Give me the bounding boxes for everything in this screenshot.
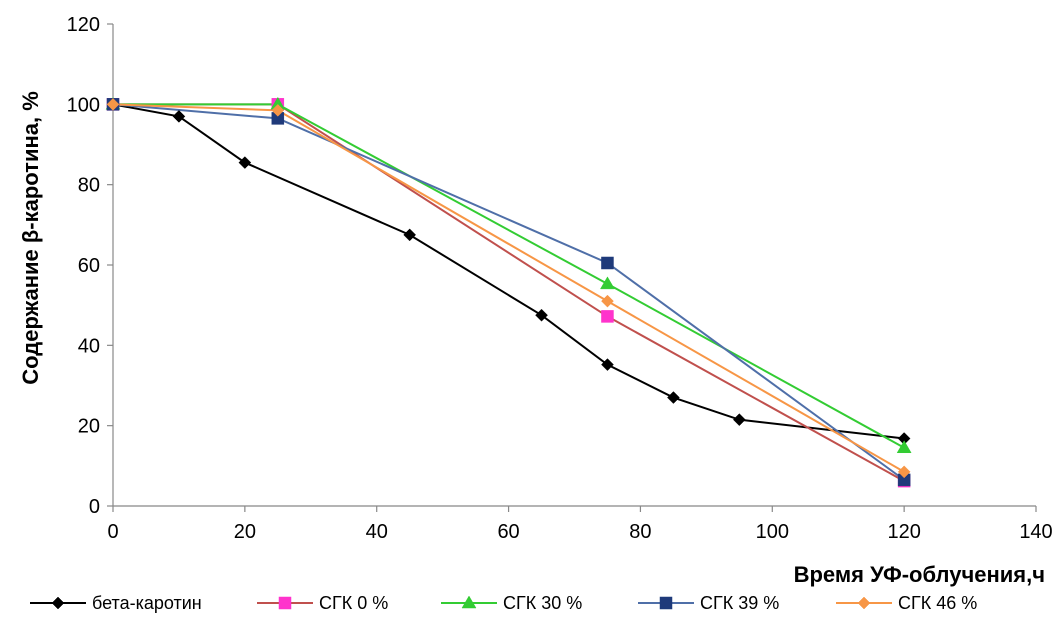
y-tick-label: 20 xyxy=(78,416,100,438)
y-axis-title: Содержание β-каротина, % xyxy=(18,91,43,385)
data-point xyxy=(403,228,417,242)
legend-marker xyxy=(278,596,292,610)
data-point xyxy=(896,440,912,454)
series-line xyxy=(112,103,905,473)
data-point xyxy=(897,465,911,479)
data-point xyxy=(238,156,252,169)
data-point xyxy=(172,110,186,123)
y-tick-label: 120 xyxy=(67,14,100,36)
x-tick-label: 100 xyxy=(756,521,789,543)
y-tick-label: 40 xyxy=(78,335,100,357)
x-tick-label: 20 xyxy=(234,521,256,543)
y-tick-label: 80 xyxy=(78,175,100,197)
y-tick-label: 0 xyxy=(89,496,100,518)
legend-label: СГК 46 % xyxy=(898,593,977,613)
data-point xyxy=(600,276,615,290)
x-tick-label: 60 xyxy=(497,521,519,543)
data-point xyxy=(535,308,548,322)
data-point xyxy=(106,97,120,111)
data-point xyxy=(271,104,285,117)
x-tick-label: 120 xyxy=(887,521,920,543)
legend-marker xyxy=(659,596,673,610)
legend-marker xyxy=(857,596,871,610)
data-point xyxy=(732,413,746,426)
legend-label: СГК 0 % xyxy=(319,593,388,613)
legend-label: СГК 39 % xyxy=(700,593,779,613)
series-line xyxy=(113,103,905,449)
legend-marker xyxy=(51,596,65,610)
legend-label: бета-каротин xyxy=(92,593,202,613)
x-tick-label: 0 xyxy=(107,521,118,543)
x-axis-title: Время УФ-облучения,ч xyxy=(794,562,1045,587)
data-point xyxy=(601,310,614,323)
data-point xyxy=(601,256,614,270)
x-tick-label: 140 xyxy=(1019,521,1052,543)
y-tick-label: 60 xyxy=(78,255,100,277)
legend-label: СГК 30 % xyxy=(503,593,582,613)
legend: бета-каротин СГК 0 % СГК 30 % СГК 39 % СГК 4… xyxy=(30,593,977,613)
x-tick-label: 80 xyxy=(629,521,651,543)
x-tick-label: 40 xyxy=(366,521,388,543)
legend-marker xyxy=(461,595,477,609)
data-point xyxy=(667,391,680,404)
series-line xyxy=(112,103,905,440)
y-tick-label: 100 xyxy=(67,94,100,116)
data-point xyxy=(601,358,614,371)
series-line xyxy=(112,103,905,481)
data-point xyxy=(601,294,614,308)
